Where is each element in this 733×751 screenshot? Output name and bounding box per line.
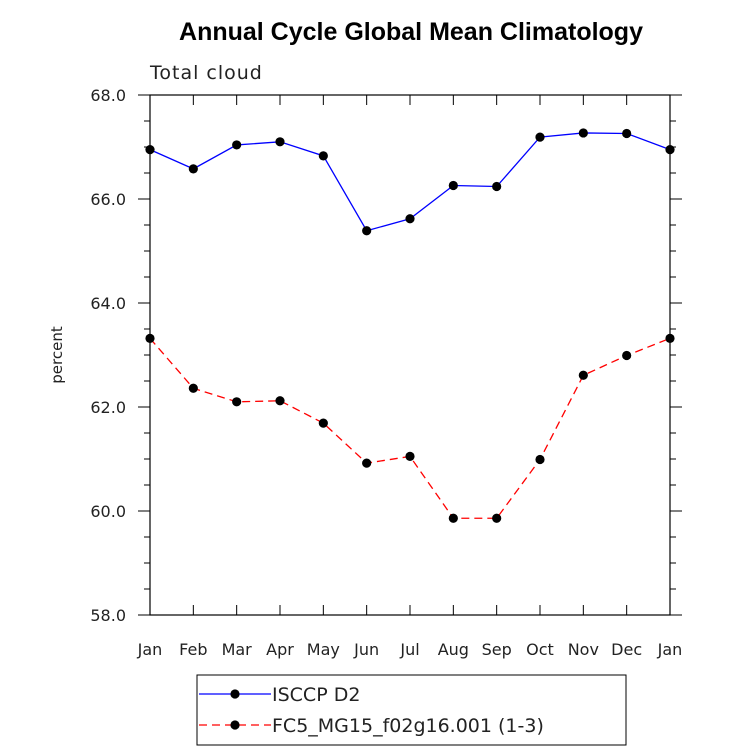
x-tick-label: Mar [222,640,253,659]
chart-subtitle: Total cloud [149,62,263,84]
data-point [535,454,545,465]
data-point [145,333,155,343]
data-point [578,370,588,380]
data-point [232,397,242,407]
data-point [405,451,415,461]
x-tick-label: Nov [568,640,599,659]
x-tick-label: Jan [137,640,163,659]
y-tick-label: 60.0 [90,502,126,521]
data-point [188,164,198,174]
y-tick-label: 62.0 [90,398,126,417]
x-tick-label: Jan [657,640,683,659]
x-tick-label: Jun [353,640,379,659]
data-point [665,145,675,155]
data-point [578,128,588,138]
data-point [535,132,545,142]
data-point [665,333,675,343]
legend-box [196,674,627,746]
plot-frame [149,94,671,616]
legend-label-2: FC5_MG15_f02g16.001 (1-3) [272,715,544,737]
data-point [448,513,458,523]
data-point [622,128,632,139]
x-tick-label: Sep [482,640,512,659]
data-point [405,214,415,224]
y-tick-label: 64.0 [90,294,126,313]
data-point [492,181,502,192]
data-point [275,396,285,406]
data-point [362,458,372,468]
data-point [275,137,285,147]
data-point [318,418,328,428]
x-tick-label: Feb [179,640,207,659]
x-tick-label: Aug [438,640,469,659]
x-tick-label: Apr [266,640,294,659]
x-tick-label: May [307,640,340,659]
series-markers [145,128,675,523]
y-tick-label: 68.0 [90,86,126,105]
data-point [492,513,502,523]
data-point [232,140,242,150]
x-tick-labels: Jan Feb Mar Apr May Jun Jul Aug Sep Oct Nov Dec Jan [137,640,683,659]
y-tick-label: 58.0 [90,606,126,625]
data-point [318,151,328,161]
y-axis-label: percent [48,326,66,384]
data-point [188,383,198,393]
data-point [448,180,458,191]
x-tick-label: Oct [526,640,554,659]
chart-title: Annual Cycle Global Mean Climatology [179,18,643,46]
legend: ISCCP D2 FC5_MG15_f02g16.001 (1-3) [196,674,627,746]
series-line-2 [149,337,671,519]
legend-marker-2 [230,720,240,730]
axis-ticks [138,94,682,616]
data-point [145,145,155,155]
y-tick-label: 66.0 [90,190,126,209]
y-tick-labels: 58.0 60.0 62.0 64.0 66.0 68.0 [90,86,126,625]
legend-marker-1 [230,689,240,699]
data-point [362,226,372,236]
legend-label-1: ISCCP D2 [272,684,360,706]
data-point [622,350,632,361]
x-tick-label: Jul [399,640,419,659]
x-tick-label: Dec [611,640,642,659]
